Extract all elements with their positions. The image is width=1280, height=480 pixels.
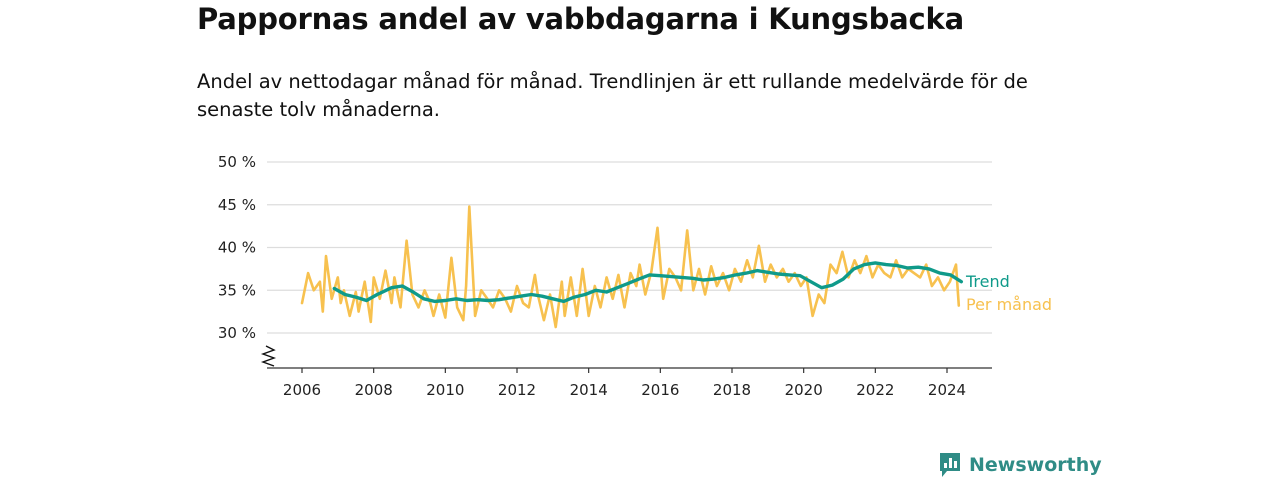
chart-title: Pappornas andel av vabbdagarna i Kungsba… [197,2,964,36]
trend-series-label: Trend [965,272,1010,291]
y-tick-label: 50 % [218,153,256,171]
series [300,205,963,329]
monthly-series-label: Per månad [966,295,1052,314]
brand-name: Newsworthy [969,454,1102,476]
x-tick-label: 2018 [713,381,751,399]
axes: 30 % 35 % 40 % 45 % 50 % 2006 2008 2010 2012 2014… [218,153,992,399]
y-tick-label: 35 % [218,281,256,299]
trend-line [332,261,963,304]
newsworthy-logo: Newsworthy [938,451,1102,479]
x-tick-label: 2022 [856,381,894,399]
x-tick-label: 2006 [283,381,321,399]
series-labels: Trend Per månad [965,272,1052,314]
x-tick-label: 2012 [498,381,536,399]
y-tick-label: 40 % [218,239,256,257]
x-tick-label: 2014 [570,381,608,399]
y-tick-label: 30 % [218,324,256,342]
chart-subtitle: Andel av nettodagar månad för månad. Tre… [197,70,1028,121]
gridlines [267,161,992,334]
y-tick-label: 45 % [218,196,256,214]
x-tick-label: 2008 [355,381,393,399]
axis-break-icon [260,345,277,367]
x-tick-label: 2024 [928,381,966,399]
x-tick-label: 2016 [641,381,679,399]
x-tick-label: 2020 [785,381,823,399]
x-tick-label: 2010 [426,381,464,399]
newsworthy-logo-icon [940,453,960,477]
